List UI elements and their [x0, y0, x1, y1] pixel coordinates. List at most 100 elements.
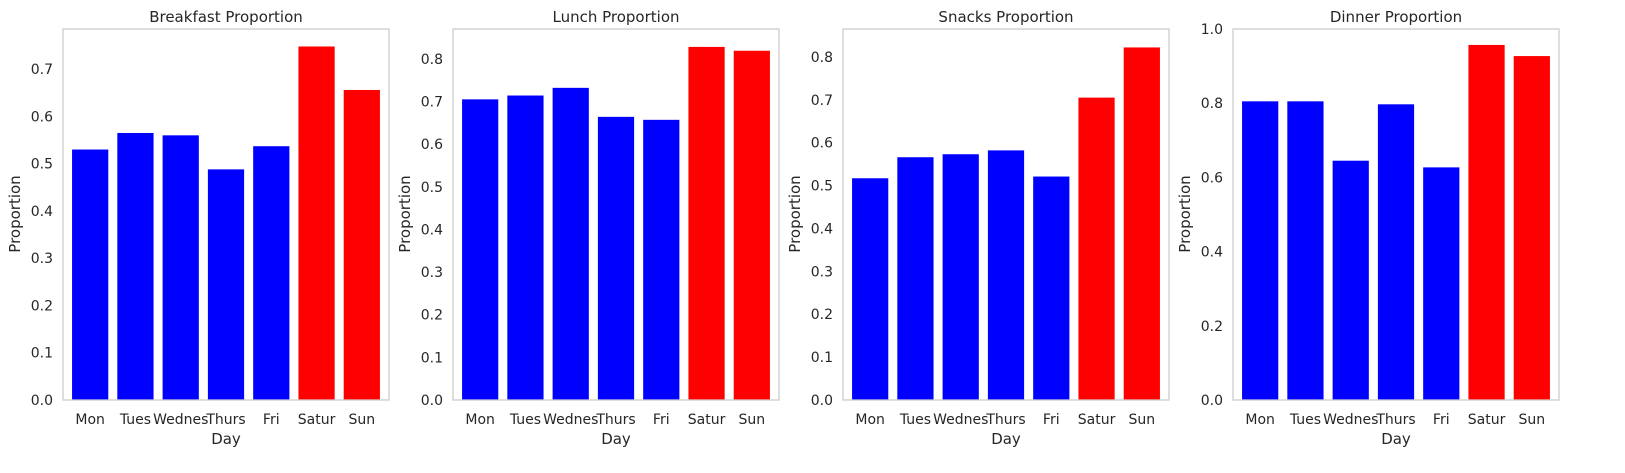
x-tick-label: Satur: [298, 412, 336, 428]
x-tick-label: Satur: [688, 412, 726, 428]
y-axis-label: Proportion: [786, 175, 804, 252]
x-axis-label: Day: [601, 430, 631, 448]
bar-satur: [1468, 44, 1505, 400]
subplot-breakfast: Breakfast Proportion Day Proportion Mon T…: [6, 8, 390, 448]
subplot-title: Snacks Proportion: [938, 8, 1073, 26]
bars: [1242, 44, 1550, 400]
y-tick-labels: 0.0 0.2 0.4 0.6 0.8 1.0: [1201, 22, 1223, 409]
bars: [852, 47, 1160, 401]
x-tick-label: Sun: [349, 412, 376, 428]
x-tick-label: Tues: [899, 412, 931, 428]
y-tick-labels: 0.0 0.1 0.2 0.3 0.4 0.5 0.6 0.7: [31, 62, 53, 409]
x-tick-label: Sun: [739, 412, 766, 428]
y-tick-label: 0.6: [421, 137, 443, 153]
bar-fri: [253, 146, 290, 400]
bar-thurs: [207, 169, 245, 400]
bar-mon: [462, 99, 499, 401]
y-tick-label: 0.6: [31, 109, 53, 125]
axes-frame: [842, 28, 1170, 401]
bar-thurs: [987, 150, 1025, 400]
y-tick-labels: 0.0 0.1 0.2 0.3 0.4 0.5 0.6 0.7 0.8: [421, 52, 443, 409]
x-tick-label: Thurs: [205, 412, 245, 428]
y-tick-label: 0.1: [811, 350, 833, 366]
subplot-title: Lunch Proportion: [552, 8, 679, 26]
bar-tues: [1287, 101, 1324, 400]
bar-mon: [852, 178, 889, 400]
bar-satur: [688, 46, 725, 400]
x-tick-label: Tues: [509, 412, 541, 428]
bar-sun: [1513, 56, 1550, 400]
bar-tues: [117, 132, 154, 400]
y-tick-label: 0.8: [1201, 96, 1223, 112]
x-tick-label: Mon: [1245, 412, 1275, 428]
y-tick-label: 0.2: [811, 307, 833, 323]
x-tick-label: Mon: [465, 412, 495, 428]
y-tick-label: 0.5: [31, 157, 53, 173]
x-tick-label: Wednes: [933, 412, 988, 428]
y-tick-label: 0.5: [421, 180, 443, 196]
y-tick-label: 0.1: [421, 350, 443, 366]
bar-thurs: [597, 116, 635, 400]
bars: [72, 46, 380, 401]
subplot-snacks: Snacks Proportion Day Proportion Mon Tues…: [786, 8, 1170, 448]
y-axis-label: Proportion: [396, 175, 414, 252]
y-tick-label: 0.3: [421, 265, 443, 281]
x-tick-label: Fri: [1043, 412, 1060, 428]
x-tick-label: Thurs: [595, 412, 635, 428]
subplot-title: Breakfast Proportion: [149, 8, 303, 26]
axes-frame: [62, 28, 390, 401]
y-tick-label: 0.0: [811, 393, 833, 409]
x-axis-label: Day: [1381, 430, 1411, 448]
x-tick-label: Wednes: [543, 412, 598, 428]
bar-sun: [343, 89, 380, 400]
y-tick-label: 0.4: [31, 204, 53, 220]
x-axis-label: Day: [211, 430, 241, 448]
x-tick-label: Sun: [1519, 412, 1546, 428]
bar-wednes: [552, 87, 589, 400]
bar-fri: [1423, 167, 1460, 400]
x-tick-label: Fri: [263, 412, 280, 428]
y-tick-label: 0.7: [421, 94, 443, 110]
subplot-title: Dinner Proportion: [1330, 8, 1462, 26]
y-tick-label: 0.0: [421, 393, 443, 409]
x-tick-label: Wednes: [1323, 412, 1378, 428]
y-tick-label: 0.6: [1201, 170, 1223, 186]
bar-fri: [1033, 176, 1070, 400]
bar-wednes: [942, 154, 979, 400]
y-tick-label: 0.0: [1201, 393, 1223, 409]
y-tick-label: 0.7: [31, 62, 53, 78]
bar-thurs: [1377, 104, 1415, 400]
y-tick-label: 0.8: [421, 52, 443, 68]
y-tick-label: 0.0: [31, 393, 53, 409]
y-tick-label: 0.4: [1201, 245, 1223, 261]
y-tick-labels: 0.0 0.1 0.2 0.3 0.4 0.5 0.6 0.7 0.8: [811, 50, 833, 409]
bar-tues: [507, 95, 544, 401]
y-tick-label: 0.3: [31, 251, 53, 267]
y-axis-label: Proportion: [1176, 175, 1194, 252]
y-tick-label: 0.4: [421, 222, 443, 238]
axes-frame: [452, 28, 780, 401]
x-tick-label: Satur: [1468, 412, 1506, 428]
bar-wednes: [1332, 160, 1369, 400]
x-tick-label: Mon: [855, 412, 885, 428]
bar-sun: [733, 50, 770, 400]
subplot-lunch: Lunch Proportion Day Proportion Mon Tues W…: [396, 8, 780, 448]
y-tick-label: 0.8: [811, 50, 833, 66]
y-tick-label: 0.4: [811, 221, 833, 237]
x-tick-label: Sun: [1129, 412, 1156, 428]
x-tick-label: Mon: [75, 412, 105, 428]
bar-sun: [1123, 47, 1160, 400]
bar-satur: [298, 46, 335, 401]
bar-satur: [1078, 97, 1115, 401]
bar-wednes: [162, 135, 199, 400]
y-tick-label: 0.3: [811, 264, 833, 280]
bar-fri: [643, 119, 680, 400]
x-tick-label: Wednes: [153, 412, 208, 428]
bar-mon: [1242, 101, 1279, 400]
y-tick-label: 0.5: [811, 179, 833, 195]
